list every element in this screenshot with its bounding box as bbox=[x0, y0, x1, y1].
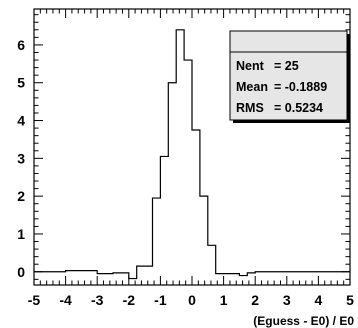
x-axis-label: (Eguess - E0) / E0 bbox=[253, 314, 354, 328]
x-tick-label: -5 bbox=[28, 292, 41, 308]
y-tick-label: 2 bbox=[17, 188, 25, 204]
x-tick-label: 4 bbox=[315, 292, 323, 308]
y-tick-label: 4 bbox=[17, 113, 25, 129]
y-tick-label: 6 bbox=[17, 37, 25, 53]
stats-nent-value: = 25 bbox=[274, 59, 299, 73]
stats-mean-label: Mean bbox=[236, 80, 268, 94]
plot-frame bbox=[33, 8, 351, 286]
stats-box: Nent = 25 Mean = -0.1889 RMS = 0.5234 bbox=[229, 30, 350, 123]
y-tick-label: 5 bbox=[17, 75, 25, 91]
x-tick-label: 3 bbox=[283, 292, 291, 308]
x-tick-label: 5 bbox=[346, 292, 354, 308]
y-tick-label: 0 bbox=[17, 264, 25, 280]
stats-rms-value: = 0.5234 bbox=[274, 101, 323, 115]
x-tick-label: 1 bbox=[220, 292, 228, 308]
x-tick-label: 0 bbox=[188, 292, 196, 308]
stats-rms-label: RMS bbox=[236, 101, 264, 115]
x-tick-label: -1 bbox=[154, 292, 167, 308]
x-tick-label: -4 bbox=[59, 292, 72, 308]
x-tick-labels: -5 -4 -3 -2 -1 0 1 2 3 4 5 bbox=[28, 292, 354, 308]
histogram-line bbox=[34, 29, 350, 280]
y-tick-labels: 0 1 2 3 4 5 6 bbox=[17, 37, 25, 280]
stats-mean-value: = -0.1889 bbox=[274, 80, 327, 94]
x-tick-label: -2 bbox=[123, 292, 136, 308]
y-tick-label: 1 bbox=[17, 226, 25, 242]
stats-nent-label: Nent bbox=[236, 59, 265, 73]
axis-ticks bbox=[33, 9, 351, 285]
x-tick-label: 2 bbox=[251, 292, 259, 308]
y-tick-label: 3 bbox=[17, 150, 25, 166]
x-tick-label: -3 bbox=[91, 292, 104, 308]
